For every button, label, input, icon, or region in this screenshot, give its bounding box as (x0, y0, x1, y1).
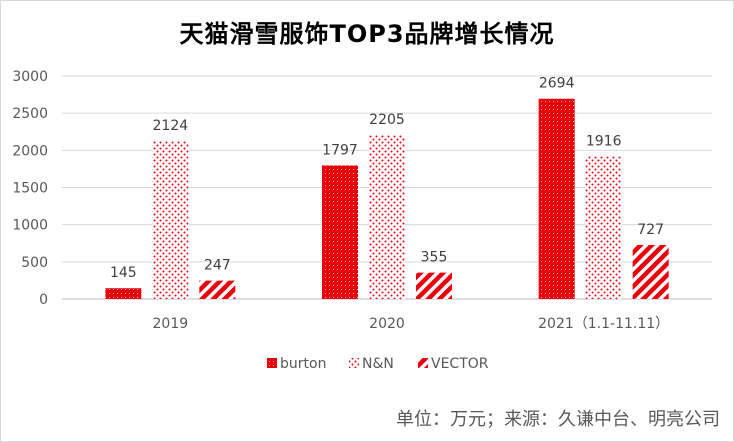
legend-item: burton (267, 356, 326, 372)
y-tick-label: 3000 (12, 69, 48, 85)
legend-label: burton (280, 356, 326, 372)
y-tick-label: 0 (39, 292, 48, 308)
x-tick-label: 2020 (369, 316, 405, 332)
legend-swatch (349, 358, 359, 368)
bar (369, 135, 405, 299)
y-tick-label: 500 (21, 255, 48, 271)
bar (538, 98, 575, 299)
bar (585, 156, 622, 299)
data-label: 2205 (369, 112, 405, 128)
bar (632, 244, 669, 299)
bars (105, 98, 669, 299)
legend-label: N&N (362, 356, 394, 372)
chart-title: 天猫滑雪服饰TOP3品牌增长情况 (179, 20, 555, 48)
legend-item: N&N (349, 356, 394, 372)
data-label: 2694 (539, 76, 575, 92)
bar (152, 141, 189, 299)
y-tick-label: 1500 (12, 181, 48, 197)
y-tick-label: 2500 (12, 106, 48, 122)
bar (105, 288, 142, 299)
data-label: 1916 (586, 134, 622, 150)
x-axis-ticks: 2019 2020 2021（1.1-11.11） (153, 316, 670, 332)
data-label: 1797 (322, 142, 358, 158)
data-label: 247 (204, 258, 231, 274)
y-tick-label: 1000 (12, 218, 48, 234)
data-label: 145 (110, 265, 137, 281)
x-tick-label: 2021（1.1-11.11） (538, 316, 669, 332)
x-tick-label: 2019 (153, 316, 189, 332)
legend: burton N&N VECTOR (267, 356, 489, 372)
data-labels: 145 2124 247 1797 2205 355 2694 1916 727 (110, 76, 664, 281)
bar (199, 280, 236, 299)
legend-item: VECTOR (418, 356, 489, 372)
legend-swatch (418, 358, 428, 368)
legend-label: VECTOR (431, 356, 489, 372)
y-axis-ticks: 0 500 1000 1500 2000 2500 3000 (12, 69, 48, 308)
data-label: 727 (637, 222, 664, 238)
data-label: 355 (421, 250, 448, 266)
legend-swatch (267, 358, 277, 368)
source-note: 单位：万元；来源：久谦中台、明亮公司 (396, 409, 720, 430)
bar (322, 165, 358, 299)
y-tick-label: 2000 (12, 143, 48, 159)
bar (416, 272, 452, 299)
data-label: 2124 (153, 118, 189, 134)
